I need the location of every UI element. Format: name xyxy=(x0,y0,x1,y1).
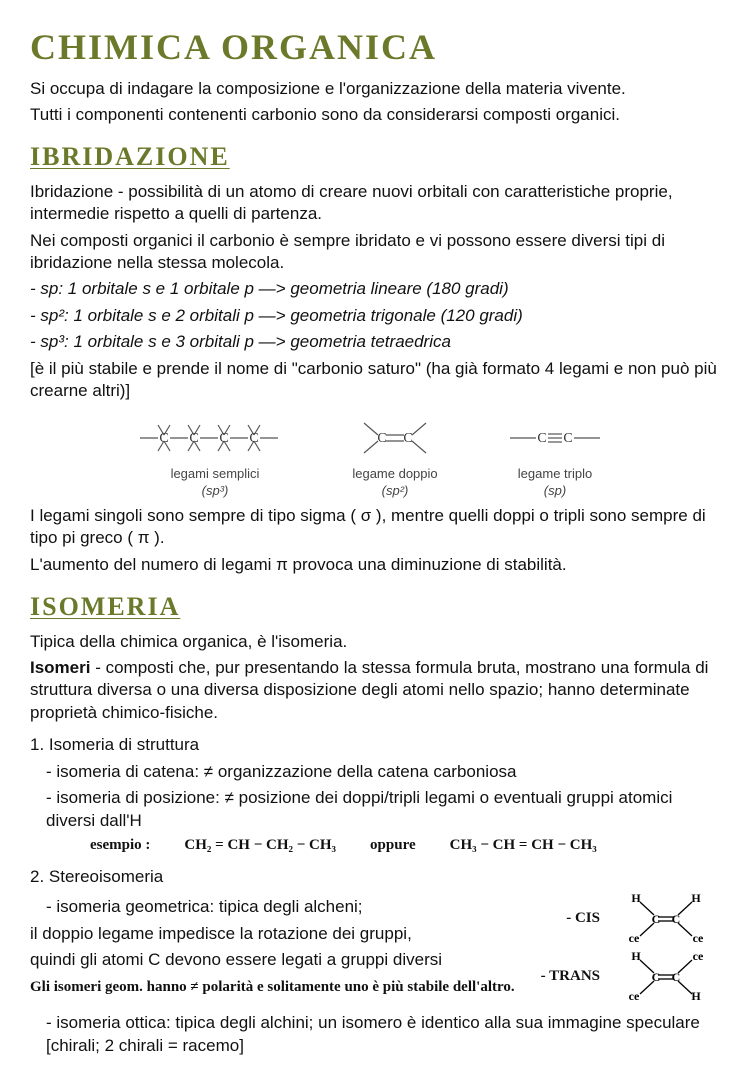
svg-text:C: C xyxy=(537,431,546,446)
svg-text:H: H xyxy=(691,989,701,1003)
intro-line-2: Tutti i componenti contenenti carbonio s… xyxy=(30,104,720,126)
single-label-2: (sp³) xyxy=(140,482,290,499)
svg-text:ce: ce xyxy=(629,931,640,945)
svg-text:C: C xyxy=(377,431,386,446)
trans-label: - TRANS xyxy=(540,967,600,987)
triple-label-1: legame triplo xyxy=(500,465,610,482)
trans-block: - TRANS CC Hce ce H xyxy=(540,950,720,1004)
hand-example: esempio : CH₂ = CH − CH₂ − CH₃ oppure CH… xyxy=(90,836,720,856)
svg-text:C: C xyxy=(249,431,258,446)
cis-diagram: CC H H ce ce xyxy=(610,892,720,946)
section-ibridazione: IBRIDAZIONE xyxy=(30,140,720,174)
isom-p1: Tipica della chimica organica, è l'isome… xyxy=(30,631,720,653)
list1-a: - isomeria di catena: ≠ organizzazione d… xyxy=(46,761,720,783)
list1-b: - isomeria di posizione: ≠ posizione dei… xyxy=(46,787,720,832)
section-isomeria: ISOMERIA xyxy=(30,590,720,624)
svg-text:C: C xyxy=(219,431,228,446)
diagram-single-bond: C C C C legami semplici (sp³) xyxy=(140,413,290,499)
hand-ex-f2: CH₃ − CH = CH − CH₃ xyxy=(450,836,597,856)
sp3-line: - sp³: 1 orbitale s e 3 orbitali p —> ge… xyxy=(30,331,720,353)
svg-text:C: C xyxy=(159,431,168,446)
legami-p1: I legami singoli sono sempre di tipo sig… xyxy=(30,505,720,550)
page-title: CHIMICA ORGANICA xyxy=(30,24,720,72)
svg-text:C: C xyxy=(652,970,661,984)
svg-text:H: H xyxy=(631,892,641,905)
svg-text:H: H xyxy=(631,950,641,963)
double-label-2: (sp²) xyxy=(340,482,450,499)
isom-def: Isomeri - composti che, pur presentando … xyxy=(30,657,720,724)
diagram-triple-bond: C C legame triplo (sp) xyxy=(500,413,610,499)
svg-text:H: H xyxy=(691,892,701,905)
ibrid-p2: Nei composti organici il carbonio è semp… xyxy=(30,230,720,275)
hand-ex-or: oppure xyxy=(370,836,416,856)
triple-label-2: (sp) xyxy=(500,482,610,499)
svg-text:C: C xyxy=(652,912,661,926)
trans-diagram: CC Hce ce H xyxy=(610,950,720,1004)
svg-text:ce: ce xyxy=(629,989,640,1003)
svg-text:C: C xyxy=(403,431,412,446)
hand-ex-label: esempio : xyxy=(90,836,150,856)
bond-diagrams: C C C C legami semplici (sp³) C C legame do… xyxy=(30,413,720,499)
hand-note: Gli isomeri geom. hanno ≠ polarità e sol… xyxy=(30,978,520,998)
sp-line: - sp: 1 orbitale s e 1 orbitale p —> geo… xyxy=(30,278,720,300)
single-label-1: legami semplici xyxy=(140,465,290,482)
cis-block: - CIS CC H H ce ce xyxy=(540,892,720,946)
diagram-double-bond: C C legame doppio (sp²) xyxy=(340,413,450,499)
ibrid-def: Ibridazione - possibilità di un atomo di… xyxy=(30,181,720,226)
svg-text:ce: ce xyxy=(693,950,704,963)
list2-a3: quindi gli atomi C devono essere legati … xyxy=(30,949,520,971)
legami-p2: L'aumento del numero di legami π provoca… xyxy=(30,554,720,576)
list2-c: - isomeria ottica: tipica degli alchini;… xyxy=(46,1012,720,1057)
list2-head: 2. Stereoisomeria xyxy=(30,866,720,888)
sp-note: [è il più stabile e prende il nome di "c… xyxy=(30,358,720,403)
svg-text:C: C xyxy=(563,431,572,446)
svg-text:C: C xyxy=(672,970,681,984)
cis-label: - CIS xyxy=(540,909,600,929)
svg-text:C: C xyxy=(672,912,681,926)
svg-text:C: C xyxy=(189,431,198,446)
intro-line-1: Si occupa di indagare la composizione e … xyxy=(30,78,720,100)
list2-a: - isomeria geometrica: tipica degli alch… xyxy=(46,896,520,918)
sp2-line: - sp²: 1 orbitale s e 2 orbitali p —> ge… xyxy=(30,305,720,327)
list1-head: 1. Isomeria di struttura xyxy=(30,734,720,756)
double-label-1: legame doppio xyxy=(340,465,450,482)
svg-text:ce: ce xyxy=(693,931,704,945)
hand-ex-f1: CH₂ = CH − CH₂ − CH₃ xyxy=(184,836,336,856)
list2-a2: il doppio legame impedisce la rotazione … xyxy=(30,923,520,945)
